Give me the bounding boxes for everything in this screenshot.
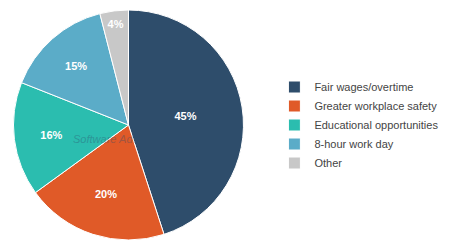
svg-text:45%: 45% (175, 110, 197, 122)
svg-text:Greater workplace safety: Greater workplace safety (314, 100, 437, 112)
svg-text:16%: 16% (40, 129, 62, 141)
svg-text:Software Advice: Software Advice (73, 133, 152, 145)
svg-text:4%: 4% (108, 18, 124, 30)
svg-text:15%: 15% (65, 60, 87, 72)
svg-text:Fair wages/overtime: Fair wages/overtime (314, 81, 413, 93)
svg-text:Other: Other (314, 157, 342, 169)
svg-text:Educational opportunities: Educational opportunities (314, 119, 438, 131)
svg-text:20%: 20% (95, 188, 117, 200)
svg-text:8-hour work day: 8-hour work day (314, 138, 393, 150)
